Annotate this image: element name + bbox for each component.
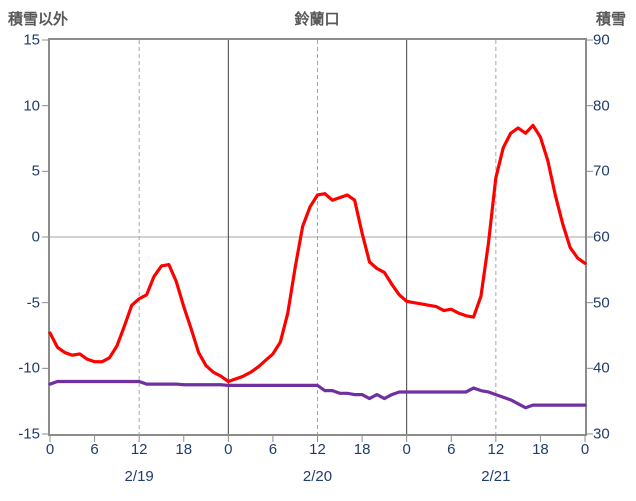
left-axis-title: 積雪以外 (8, 11, 69, 28)
right-axis-tick-label: 60 (593, 228, 610, 246)
right-axis-tick-label: 30 (593, 425, 610, 443)
x-axis-tick-label: 12 (309, 441, 326, 458)
x-axis-date-label: 2/21 (481, 468, 511, 485)
left-axis-tick-label: 5 (31, 162, 40, 180)
x-axis-tick-label: 18 (175, 441, 193, 458)
left-axis-tick-label: 0 (31, 228, 40, 246)
x-axis-tick-label: 18 (353, 441, 371, 458)
x-axis-tick-label: 12 (487, 441, 505, 458)
left-axis-tick-label: -15 (18, 425, 40, 443)
chart-title: 鈴蘭口 (294, 11, 340, 28)
x-axis-tick-label: 6 (268, 441, 278, 458)
x-axis-tick-label: 0 (224, 441, 233, 458)
right-axis-tick-label: 80 (593, 97, 610, 115)
x-axis-date-label: 2/20 (302, 468, 333, 485)
right-axis-tick-label: 40 (593, 359, 610, 377)
x-axis-tick-label: 0 (45, 441, 55, 458)
left-axis-tick-label: -10 (18, 359, 40, 377)
x-axis-tick-label: 0 (580, 441, 590, 458)
x-axis-tick-label: 6 (447, 441, 456, 458)
x-axis-tick-label: 0 (402, 441, 411, 458)
x-axis-tick-label: 12 (130, 441, 148, 458)
left-axis-tick-label: 15 (23, 31, 40, 49)
plot-area (42, 38, 593, 442)
right-axis-tick-label: 70 (593, 162, 610, 180)
right-axis-title: 積雪 (595, 11, 626, 28)
chart-canvas (42, 39, 593, 442)
snow-depth-line (48, 379, 587, 410)
left-axis-tick-label: -5 (26, 294, 40, 312)
x-axis-tick-label: 18 (532, 441, 549, 458)
right-axis-tick-label: 50 (593, 294, 610, 312)
left-axis-tick-label: 10 (23, 97, 40, 115)
temperature-line (48, 123, 587, 384)
right-axis-tick-label: 90 (593, 31, 610, 49)
x-axis-date-label: 2/19 (124, 468, 154, 485)
x-axis-tick-label: 6 (90, 441, 99, 458)
